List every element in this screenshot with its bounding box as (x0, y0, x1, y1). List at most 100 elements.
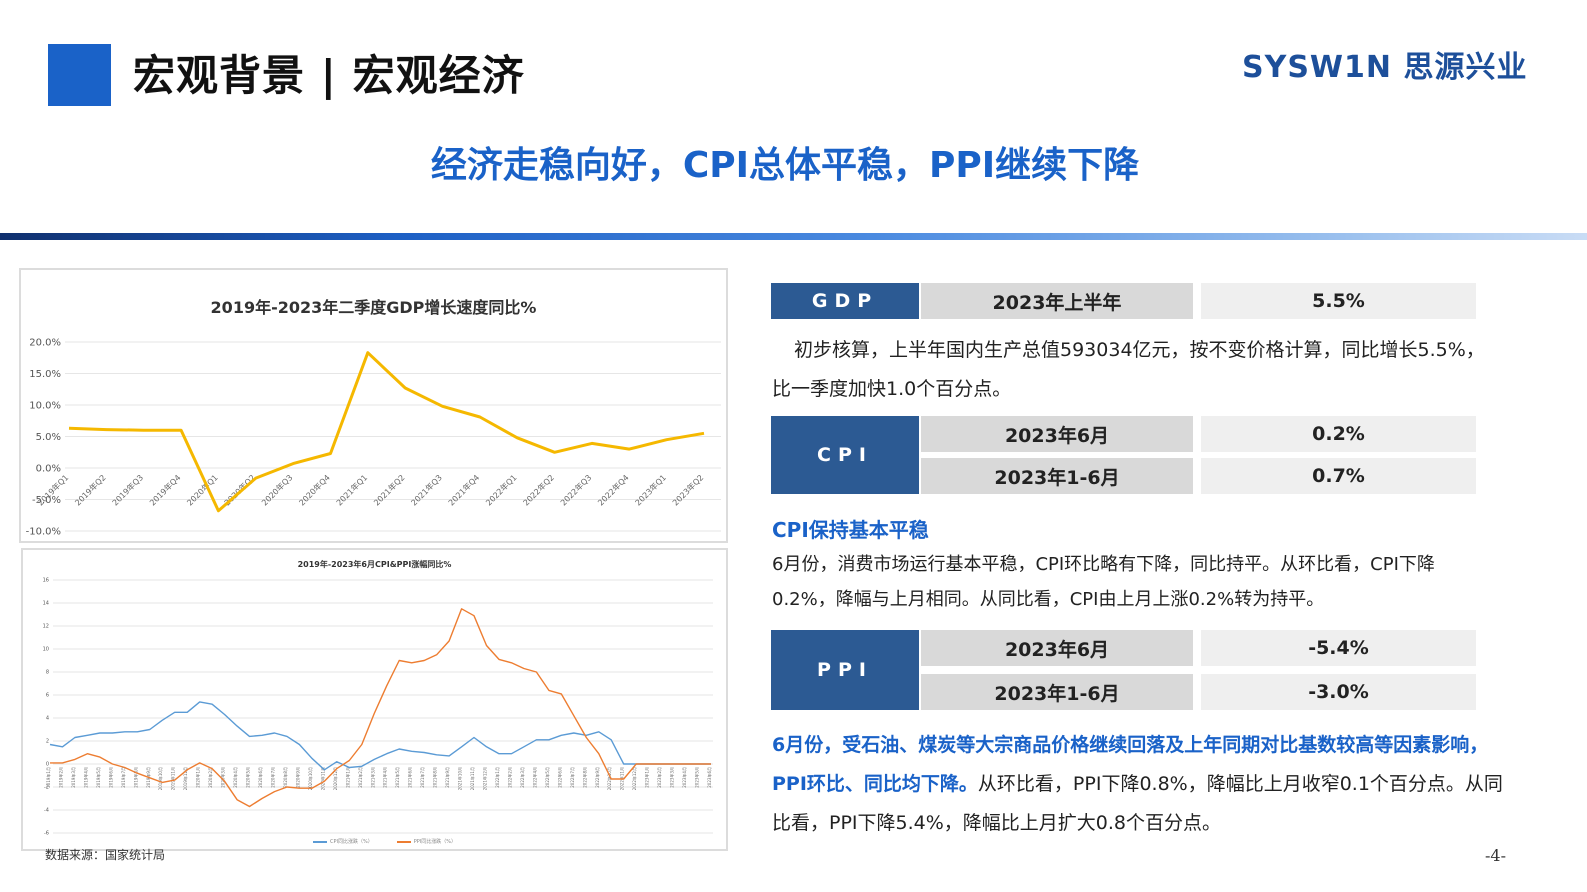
ppi-description: 6月份，受石油、煤炭等大宗商品价格继续回落及上年同期对比基数较高等因素影响，PP… (772, 726, 1517, 843)
cpi-ppi-chart-title: 2019年-2023年6月CPI&PPI涨幅同比% (297, 560, 452, 569)
cpi-kpi-block: CPI 2023年6月 0.2% 2023年1-6月 0.7% (771, 416, 1476, 494)
x-axis-label: 2020年7月 (269, 767, 275, 788)
y-axis-tick: 10.0% (29, 400, 61, 411)
x-axis-label: 2020年12月 (332, 767, 338, 790)
x-axis-label: 2023年5月 (694, 767, 700, 788)
data-source: 数据来源：国家统计局 (45, 848, 166, 862)
x-axis-label: 2019年Q2 (73, 472, 108, 507)
x-axis-label: 2021年4月 (382, 767, 388, 788)
x-axis-label: 2023年4月 (681, 767, 687, 788)
kpi-value: -5.4% (1201, 630, 1476, 666)
x-axis-label: 2022年Q2 (521, 472, 556, 507)
x-axis-label: 2019年1月 (45, 767, 51, 788)
y-axis-tick: 0 (46, 762, 49, 768)
x-axis-label: 2021年12月 (482, 767, 488, 790)
cpi-ppi-line-chart: 16 14 12 10 8 6 4 2 0 -2 -4 -6 2019年1月 2019年2月 2019年3月… (43, 578, 713, 837)
y-axis-tick: 8 (46, 670, 49, 676)
kpi-value: 0.2% (1201, 416, 1476, 452)
x-axis-label: 2022年1月 (494, 767, 500, 788)
cpi-ppi-chart-panel: 16 14 12 10 8 6 4 2 0 -2 -4 -6 2019年1月 2019年2月 2019年3月… (21, 548, 728, 851)
header-accent-square (48, 44, 111, 106)
x-axis-label: 2020年6月 (257, 767, 263, 788)
x-axis-label: 2019年4月 (82, 767, 88, 788)
legend-swatch-cpi (313, 840, 327, 843)
legend-label-ppi: PPI同比涨跌（%） (413, 839, 456, 845)
x-axis-label: 2021年8月 (432, 767, 438, 788)
x-axis-label: 2022年Q3 (558, 472, 593, 507)
ppi-kpi-label: PPI (771, 630, 919, 710)
gdp-kpi-label: GDP (771, 283, 919, 319)
x-axis-label: 2022年Q4 (596, 472, 631, 507)
y-axis-tick: 20.0% (29, 337, 61, 348)
x-axis-label: 2019年3月 (70, 767, 76, 788)
x-axis-label: 2021年5月 (394, 767, 400, 788)
header-divider (0, 233, 1587, 240)
x-axis-label: 2019年11月 (170, 767, 176, 790)
y-axis-tick: -5.0% (32, 495, 61, 506)
page-title: 宏观背景 | 宏观经济 (133, 51, 525, 100)
kpi-period: 2023年上半年 (921, 283, 1193, 319)
ppi-kpi-row-month: 2023年6月 -5.4% (921, 630, 1476, 666)
y-axis-tick: 5.0% (36, 432, 61, 443)
y-axis-tick: 16 (43, 578, 49, 584)
cpi-kpi-row-ytd: 2023年1-6月 0.7% (921, 458, 1476, 494)
x-axis-label: 2019年12月 (182, 767, 188, 790)
gdp-kpi-row: 2023年上半年 5.5% (921, 283, 1476, 319)
y-axis-tick: -6 (44, 831, 49, 837)
gdp-kpi-block: GDP 2023年上半年 5.5% (771, 283, 1476, 319)
x-axis-label: 2019年10月 (157, 767, 163, 790)
x-axis-label: 2023年3月 (669, 767, 675, 788)
x-axis-label: 2021年1月 (344, 767, 350, 788)
x-axis-label: 2020年1月 (195, 767, 201, 788)
legend-swatch-ppi (396, 840, 411, 843)
x-axis-label: 2021年6月 (407, 767, 413, 788)
series-line (68, 351, 705, 513)
y-axis-tick: 15.0% (29, 369, 61, 380)
x-axis-label: 2021年7月 (419, 767, 425, 788)
x-axis-label: 2021年2月 (357, 767, 363, 788)
series-line (50, 608, 711, 808)
x-axis-label: 2022年9月 (594, 767, 600, 788)
x-axis-label: 2019年6月 (107, 767, 113, 788)
y-axis-tick: 2 (46, 739, 49, 745)
x-axis-label: 2021年Q4 (446, 472, 481, 507)
x-axis-label: 2023年Q2 (670, 472, 705, 507)
x-axis-label: 2019年2月 (57, 767, 63, 788)
gdp-chart-panel: 20.0% 15.0% 10.0% 5.0% 0.0% -5.0% -10.0% 2019年Q… (19, 268, 728, 543)
x-axis-label: 2020年10月 (307, 767, 313, 790)
x-axis-label: 2021年10月 (457, 767, 463, 790)
cpi-kpi-label: CPI (771, 416, 919, 494)
ppi-detail: 从环比看，PPI下降0.8%，降幅比上月收窄0.1个百分点。从同比看，PPI下降… (772, 773, 1503, 834)
x-axis-label: 2020年2月 (207, 767, 213, 788)
x-axis-label: 2019年7月 (120, 767, 126, 788)
kpi-value: -3.0% (1201, 674, 1476, 710)
y-axis-tick: 12 (43, 624, 49, 630)
x-axis-label: 2022年4月 (531, 767, 537, 788)
x-axis-label: 2020年4月 (232, 767, 238, 788)
x-axis-label: 2021年3月 (369, 767, 375, 788)
x-axis-label: 2022年5月 (544, 767, 550, 788)
kpi-period: 2023年6月 (921, 416, 1193, 452)
x-axis-label: 2021年Q2 (371, 472, 406, 507)
cpi-kpi-row-month: 2023年6月 0.2% (921, 416, 1476, 452)
y-axis-tick: -4 (44, 808, 49, 814)
x-axis-label: 2020年3月 (220, 767, 226, 788)
x-axis-label: 2019年Q4 (147, 472, 182, 507)
x-axis-label: 2020年9月 (294, 767, 300, 788)
x-axis-label: 2020年8月 (282, 767, 288, 788)
kpi-period: 2023年6月 (921, 630, 1193, 666)
series-line (49, 701, 711, 771)
cpi-description: 6月份，消费市场运行基本平稳，CPI环比略有下降，同比持平。从环比看，CPI下降… (772, 554, 1435, 610)
x-axis-label: 2023年Q1 (633, 472, 668, 507)
kpi-period: 2023年1-6月 (921, 674, 1193, 710)
gdp-line-chart: 20.0% 15.0% 10.0% 5.0% 0.0% -5.0% -10.0% 2019年Q… (26, 337, 721, 537)
x-axis-label: 2019年Q3 (110, 472, 145, 507)
x-axis-label: 2022年8月 (581, 767, 587, 788)
x-axis-label: 2021年9月 (444, 767, 450, 788)
x-axis-label: 2019年5月 (95, 767, 101, 788)
legend-item-ppi: PPI同比涨跌（%） (396, 838, 456, 845)
x-axis-label: 2020年5月 (245, 767, 251, 788)
x-axis-label: 2021年Q1 (334, 472, 369, 507)
y-axis-tick: 4 (46, 716, 49, 722)
kpi-value: 0.7% (1201, 458, 1476, 494)
